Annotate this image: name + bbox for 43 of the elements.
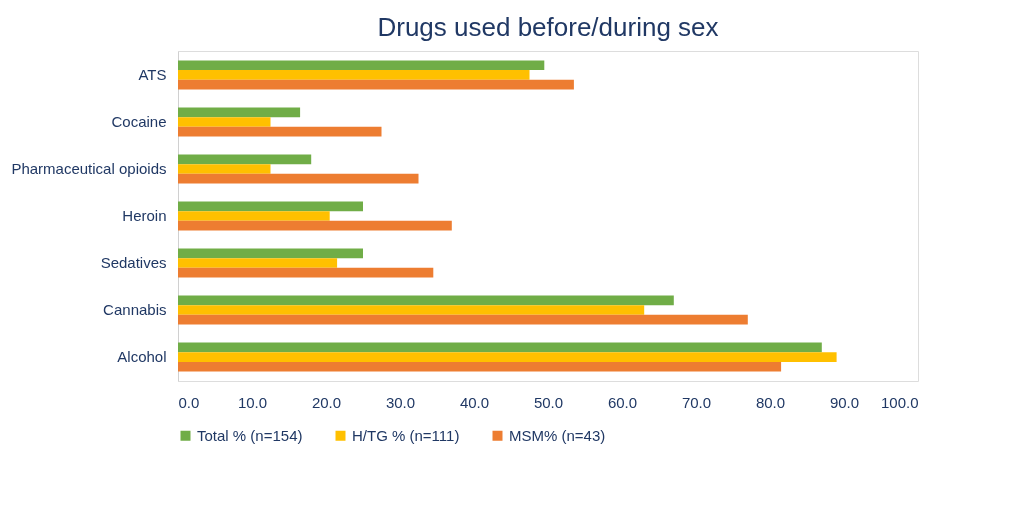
bar (178, 342, 822, 353)
x-tick-label: 90.0 (829, 393, 860, 411)
bar (178, 164, 271, 174)
chart-title: Drugs used before/during sex (377, 12, 719, 42)
x-tick-label: 0.0 (178, 393, 200, 411)
x-tick-label: 100.0 (880, 393, 919, 411)
bar (178, 220, 452, 231)
x-tick-label: 80.0 (755, 393, 786, 411)
legend-label: H/TG % (n=111) (352, 426, 460, 444)
bar (178, 211, 330, 221)
bar (178, 361, 782, 372)
bar (178, 267, 434, 278)
bar (178, 60, 545, 71)
bar (178, 154, 312, 165)
bar (178, 201, 363, 212)
y-tick-label: Pharmaceutical opioids (11, 159, 167, 177)
y-tick-label: Alcohol (117, 348, 167, 366)
y-tick-label: Sedatives (100, 254, 167, 272)
x-tick-label: 60.0 (607, 393, 638, 411)
bar (178, 117, 271, 127)
bar (178, 70, 530, 80)
y-tick-label: Heroin (122, 207, 167, 224)
bar (178, 295, 674, 306)
y-tick-label: Cocaine (111, 112, 167, 130)
bar (178, 173, 419, 184)
x-tick-label: 10.0 (237, 393, 268, 411)
bar (178, 248, 363, 259)
bar (178, 126, 382, 137)
x-tick-label: 40.0 (459, 393, 490, 411)
bar (178, 314, 748, 325)
bar (178, 258, 338, 268)
x-tick-label: 50.0 (533, 393, 564, 411)
bar (178, 79, 574, 90)
y-tick-label: Cannabis (103, 301, 167, 319)
legend-label: Total % (n=154) (197, 426, 303, 444)
y-tick-label: ATS (138, 65, 167, 83)
bar (178, 305, 645, 315)
x-tick-label: 70.0 (681, 393, 712, 411)
x-tick-label: 30.0 (385, 393, 416, 411)
bar (178, 107, 301, 118)
legend-label: MSM% (n=43) (509, 426, 606, 444)
x-tick-label: 20.0 (311, 393, 342, 411)
bar (178, 352, 837, 362)
